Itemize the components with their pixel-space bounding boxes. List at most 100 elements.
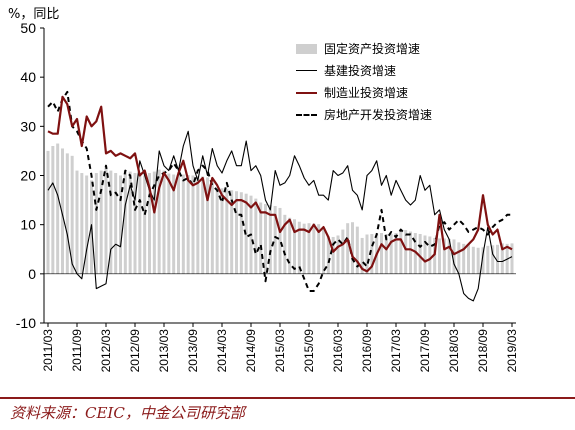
bar-fixed-asset	[152, 171, 156, 274]
line-real-estate	[47, 90, 512, 292]
bar-fixed-asset	[109, 170, 113, 274]
bar-fixed-asset	[355, 226, 359, 274]
bar-fixed-asset	[341, 229, 345, 274]
bar-fixed-asset	[157, 169, 161, 274]
bar-fixed-asset	[380, 233, 383, 274]
bar-fixed-asset	[210, 178, 214, 274]
legend-item-infrastructure: 基建投资增速	[296, 60, 432, 82]
bar-fixed-asset	[259, 202, 263, 274]
x-tick-label: 2015/09	[302, 329, 316, 373]
bar-fixed-asset	[225, 189, 229, 274]
bar-fixed-asset	[104, 168, 108, 274]
bar-fixed-asset	[239, 192, 243, 274]
bar-fixed-asset	[201, 176, 205, 274]
bar-fixed-asset	[462, 243, 466, 274]
legend-label: 固定资产投资增速	[324, 42, 421, 56]
bar-fixed-asset	[297, 221, 301, 274]
x-tick-label: 2011/03	[41, 329, 55, 372]
legend-swatch-line	[296, 92, 317, 94]
bar-fixed-asset	[336, 235, 340, 274]
x-tick-label: 2018/03	[447, 329, 461, 373]
line-series-layer	[47, 90, 513, 302]
x-tick-label: 2011/09	[70, 329, 84, 372]
legend-item-fixed-asset: 固定资产投资增速	[296, 38, 432, 60]
y-tick-label: 10	[20, 217, 36, 233]
y-tick-label: 20	[20, 168, 36, 184]
bar-fixed-asset	[273, 205, 277, 274]
bar-fixed-asset	[467, 244, 470, 274]
bar-fixed-asset	[181, 174, 185, 274]
bar-fixed-asset	[351, 222, 354, 274]
bar-fixed-asset	[61, 148, 64, 274]
bar-fixed-asset	[99, 170, 103, 274]
bar-fixed-asset	[196, 175, 200, 274]
bar-fixed-asset	[428, 236, 432, 274]
legend-item-manufacturing: 制造业投资增速	[296, 82, 432, 104]
bar-fixed-asset	[177, 174, 180, 274]
x-tick-label: 2018/09	[476, 329, 490, 373]
x-tick-label: 2012/09	[128, 329, 142, 373]
bar-fixed-asset	[46, 150, 50, 274]
line-infrastructure	[47, 130, 513, 302]
x-tick-label: 2016/09	[360, 329, 374, 373]
bar-fixed-asset	[418, 234, 422, 274]
bar-fixed-asset	[438, 238, 441, 274]
legend-label: 制造业投资增速	[324, 86, 409, 100]
bar-fixed-asset	[471, 246, 475, 274]
source-divider	[0, 397, 575, 399]
bar-fixed-asset	[433, 237, 437, 274]
bar-fixed-asset	[496, 244, 499, 274]
bar-fixed-asset	[365, 234, 369, 274]
bar-fixed-asset	[409, 231, 412, 274]
x-tick-label: 2013/09	[186, 329, 200, 373]
bar-fixed-asset	[268, 205, 272, 274]
bar-fixed-asset	[413, 233, 417, 274]
bar-fixed-asset	[133, 173, 137, 274]
x-tick-label: 2013/03	[157, 329, 171, 373]
bar-fixed-asset	[346, 223, 350, 274]
x-tick-label: 2014/03	[215, 329, 229, 373]
bar-fixed-asset	[500, 243, 504, 274]
bar-fixed-asset	[370, 234, 374, 274]
bar-fixed-asset	[322, 228, 325, 274]
x-tick-label: 2017/03	[389, 329, 403, 373]
bar-fixed-asset	[447, 238, 451, 274]
bar-fixed-asset	[230, 190, 234, 274]
bar-fixed-asset	[312, 223, 316, 274]
bar-fixed-asset	[138, 173, 142, 274]
bar-fixed-asset	[293, 219, 296, 274]
y-tick-label: 50	[20, 20, 36, 36]
bar-fixed-asset	[394, 233, 398, 274]
bar-fixed-asset	[254, 198, 258, 274]
bar-fixed-asset	[283, 214, 287, 274]
legend-swatch-dashed-line	[296, 114, 317, 116]
x-tick-label: 2012/03	[99, 329, 113, 373]
bar-fixed-asset	[191, 175, 195, 274]
line-manufacturing	[47, 95, 513, 273]
bar-fixed-asset	[123, 170, 127, 274]
bar-fixed-asset	[65, 153, 69, 274]
bar-fixed-asset	[384, 234, 388, 274]
bar-fixed-asset	[206, 177, 209, 274]
bar-fixed-asset	[114, 173, 118, 274]
bar-fixed-asset	[476, 247, 480, 274]
bar-fixed-asset	[331, 236, 335, 274]
bar-fixed-asset	[423, 235, 427, 274]
source-note: 资料来源：CEIC，中金公司研究部	[10, 404, 245, 422]
x-tick-label: 2019/03	[505, 329, 519, 373]
bar-fixed-asset	[307, 223, 311, 274]
bar-fixed-asset	[404, 230, 408, 274]
bar-fixed-asset	[80, 173, 84, 274]
x-tick-label: 2015/03	[273, 329, 287, 373]
bar-fixed-asset	[186, 175, 190, 274]
bar-fixed-asset	[119, 175, 122, 274]
bar-fixed-asset	[70, 155, 74, 274]
y-tick-label: 40	[20, 69, 36, 85]
bar-fixed-asset	[264, 204, 267, 274]
x-tick-label: 2016/03	[331, 329, 345, 373]
bar-fixed-asset	[288, 217, 292, 274]
bar-fixed-asset	[278, 207, 282, 274]
bar-fixed-asset	[457, 242, 461, 274]
bar-fixed-asset	[167, 173, 171, 274]
